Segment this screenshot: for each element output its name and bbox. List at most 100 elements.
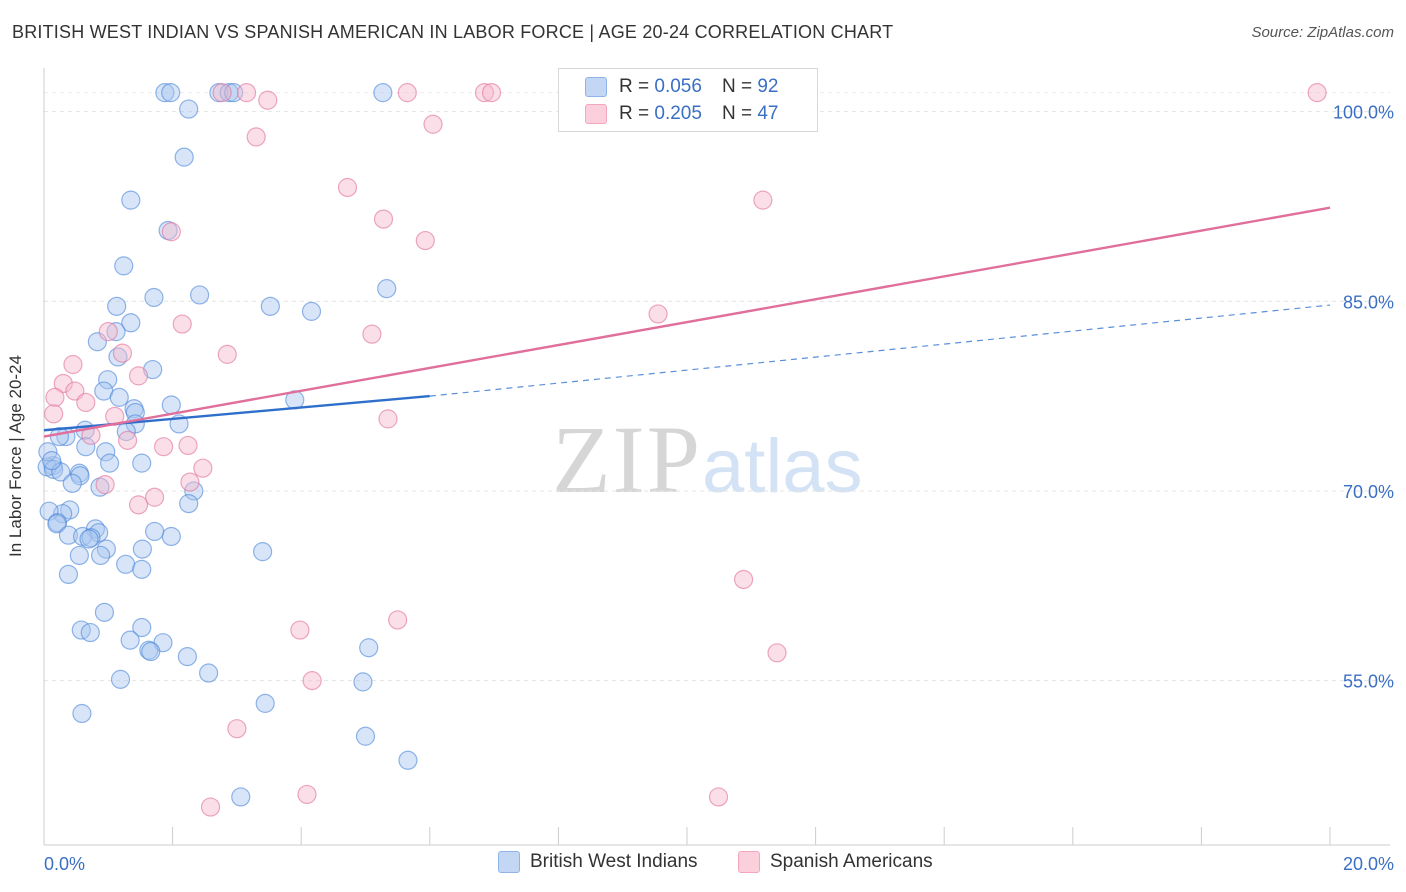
point-spanish-americans [708, 787, 729, 807]
watermark-atlas: atlas [702, 424, 863, 509]
legend-swatch-blue [498, 851, 520, 873]
r-label: R = [619, 76, 650, 97]
point-spanish-americans [1307, 83, 1327, 103]
point-spanish-americans [200, 797, 221, 817]
point-british-west-indians [98, 370, 118, 390]
point-spanish-americans [474, 83, 495, 103]
point-spanish-americans [180, 472, 200, 492]
point-spanish-americans [45, 387, 65, 407]
point-british-west-indians [132, 539, 152, 559]
point-british-west-indians [359, 638, 379, 658]
point-british-west-indians [110, 669, 131, 689]
y-tick-label: 100.0% [1333, 103, 1394, 123]
point-british-west-indians [355, 726, 376, 746]
point-british-west-indians [70, 466, 90, 486]
point-british-west-indians [116, 554, 136, 574]
point-british-west-indians [161, 395, 181, 415]
point-spanish-americans [648, 304, 668, 324]
point-british-west-indians [161, 83, 181, 103]
legend-label: Spanish Americans [770, 851, 933, 872]
point-british-west-indians [120, 630, 140, 650]
point-british-west-indians [231, 787, 251, 807]
point-british-west-indians [132, 453, 152, 473]
point-spanish-americans [95, 475, 115, 495]
legend-swatch-pink [585, 104, 607, 124]
x-tick-label-end: 20.0% [1343, 854, 1394, 874]
point-spanish-americans [193, 458, 213, 478]
point-spanish-americans [161, 222, 181, 242]
point-british-west-indians [143, 359, 163, 380]
point-british-west-indians [141, 641, 161, 662]
point-british-west-indians [42, 451, 62, 471]
point-spanish-americans [767, 643, 787, 663]
point-spanish-americans [337, 177, 358, 198]
n-label: N = [721, 103, 753, 124]
point-british-west-indians [301, 301, 322, 321]
legend-item-spanish-americans[interactable]: Spanish Americans [738, 851, 933, 873]
point-british-west-indians [47, 514, 67, 534]
point-spanish-americans [76, 392, 96, 413]
n-value: 47 [757, 103, 779, 124]
point-british-west-indians [255, 693, 275, 713]
point-british-west-indians [155, 83, 175, 103]
point-british-west-indians [177, 646, 197, 667]
point-british-west-indians [377, 279, 397, 299]
legend-row-british-west-indians: R = 0.056 N = 92 [585, 75, 778, 99]
point-british-west-indians [80, 622, 100, 643]
legend-swatch-blue [585, 77, 607, 97]
source-label: Source: ZipAtlas.com [1251, 24, 1394, 41]
point-british-west-indians [99, 453, 120, 473]
n-label: N = [721, 76, 753, 97]
point-british-west-indians [353, 672, 373, 692]
y-tick-label: 85.0% [1343, 292, 1394, 312]
point-spanish-americans [144, 487, 165, 507]
point-spanish-americans [378, 409, 398, 429]
point-spanish-americans [423, 114, 443, 134]
point-british-west-indians [260, 296, 280, 316]
point-british-west-indians [69, 545, 89, 566]
legend-label: British West Indians [530, 851, 698, 872]
chart-title: BRITISH WEST INDIAN VS SPANISH AMERICAN … [12, 22, 894, 42]
point-spanish-americans [302, 671, 322, 691]
point-spanish-americans [373, 209, 394, 229]
series-legend: British West Indians Spanish Americans [0, 851, 1406, 879]
correlation-legend: R = 0.056 N = 92 R = 0.205 N = 47 [558, 68, 818, 132]
point-british-west-indians [190, 285, 210, 305]
point-spanish-americans [53, 373, 73, 394]
point-spanish-americans [236, 83, 257, 103]
point-british-west-indians [58, 525, 79, 545]
point-british-west-indians [199, 663, 219, 683]
point-spanish-americans [388, 610, 408, 630]
point-spanish-americans [212, 83, 232, 103]
watermark: ZIPatlas [552, 404, 863, 515]
point-spanish-americans [481, 83, 502, 103]
point-british-west-indians [161, 526, 181, 547]
point-british-west-indians [76, 437, 96, 457]
r-value: 0.205 [654, 103, 702, 124]
point-spanish-americans [153, 437, 174, 457]
point-british-west-indians [174, 147, 194, 167]
point-spanish-americans [227, 719, 247, 739]
y-tick-label: 55.0% [1343, 672, 1394, 692]
point-spanish-americans [178, 435, 198, 456]
point-spanish-americans [128, 366, 149, 386]
r-label: R = [619, 103, 650, 124]
point-spanish-americans [246, 127, 266, 147]
point-spanish-americans [44, 404, 64, 424]
legend-item-british-west-indians[interactable]: British West Indians [498, 851, 698, 873]
y-tick-label: 70.0% [1343, 482, 1394, 502]
legend-swatch-pink [738, 851, 760, 873]
point-spanish-americans [172, 314, 192, 334]
point-british-west-indians [132, 559, 152, 579]
point-british-west-indians [62, 473, 82, 493]
point-british-west-indians [90, 545, 111, 566]
point-british-west-indians [373, 83, 393, 103]
point-british-west-indians [253, 542, 273, 562]
n-value: 92 [757, 76, 779, 97]
point-british-west-indians [158, 220, 178, 241]
point-spanish-americans [415, 230, 435, 251]
watermark-zip: ZIP [552, 406, 702, 513]
point-spanish-americans [753, 190, 773, 210]
point-british-west-indians [96, 442, 116, 462]
